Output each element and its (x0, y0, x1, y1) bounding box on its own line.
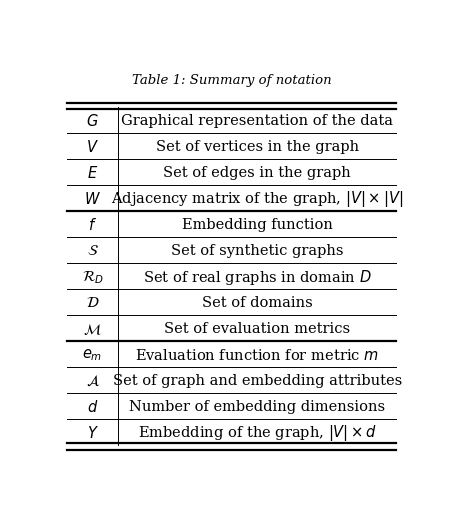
Text: $\mathcal{D}$: $\mathcal{D}$ (86, 296, 99, 309)
Text: Set of real graphs in domain $D$: Set of real graphs in domain $D$ (143, 267, 371, 286)
Text: Evaluation function for metric $m$: Evaluation function for metric $m$ (135, 347, 378, 362)
Text: Set of synthetic graphs: Set of synthetic graphs (170, 244, 343, 258)
Text: Embedding function: Embedding function (181, 218, 332, 232)
Text: $f$: $f$ (88, 217, 97, 233)
Text: Set of evaluation metrics: Set of evaluation metrics (164, 322, 350, 335)
Text: $W$: $W$ (84, 191, 101, 207)
Text: $e_m$: $e_m$ (82, 347, 102, 362)
Text: Graphical representation of the data: Graphical representation of the data (121, 114, 392, 128)
Text: $E$: $E$ (87, 165, 98, 181)
Text: $Y$: $Y$ (87, 424, 98, 440)
Text: $\mathcal{R}_D$: $\mathcal{R}_D$ (81, 268, 103, 285)
Text: Set of graph and embedding attributes: Set of graph and embedding attributes (112, 374, 401, 387)
Text: Embedding of the graph, $|V|\times d$: Embedding of the graph, $|V|\times d$ (137, 422, 376, 442)
Text: Set of vertices in the graph: Set of vertices in the graph (155, 140, 358, 154)
Text: $G$: $G$ (86, 113, 99, 129)
Text: $\mathcal{S}$: $\mathcal{S}$ (87, 244, 98, 258)
Text: Set of edges in the graph: Set of edges in the graph (163, 166, 350, 180)
Text: Set of domains: Set of domains (201, 296, 312, 309)
Text: $\mathcal{A}$: $\mathcal{A}$ (85, 373, 99, 387)
Text: $V$: $V$ (86, 139, 99, 155)
Text: $\mathcal{M}$: $\mathcal{M}$ (83, 321, 101, 336)
Text: Adjacency matrix of the graph, $|V|\times|V|$: Adjacency matrix of the graph, $|V|\time… (111, 189, 402, 209)
Text: Table 1: Summary of notation: Table 1: Summary of notation (132, 74, 331, 87)
Text: Number of embedding dimensions: Number of embedding dimensions (129, 399, 384, 413)
Text: $d$: $d$ (87, 399, 98, 414)
